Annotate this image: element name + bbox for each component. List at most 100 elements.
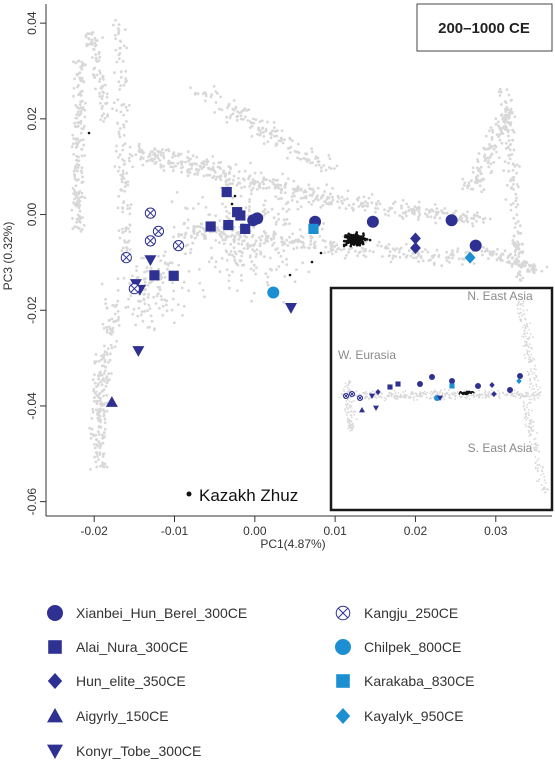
inset-background-point bbox=[535, 385, 538, 388]
inset-background-point bbox=[394, 397, 397, 400]
background-point bbox=[302, 156, 306, 160]
background-point bbox=[163, 261, 167, 264]
background-point bbox=[232, 174, 236, 178]
background-point bbox=[244, 115, 247, 119]
legend-marker bbox=[47, 605, 63, 621]
background-point bbox=[223, 175, 227, 178]
inset-background-point bbox=[532, 395, 534, 397]
background-point bbox=[433, 253, 436, 257]
legend-label: Xianbei_Hun_Berel_300CE bbox=[76, 605, 248, 621]
background-point bbox=[76, 213, 80, 217]
inset-background-point bbox=[429, 392, 431, 395]
background-point bbox=[388, 250, 392, 254]
background-point bbox=[509, 252, 512, 256]
kazakh-zhuz-point bbox=[349, 233, 353, 237]
background-point bbox=[494, 122, 498, 126]
background-point bbox=[269, 136, 273, 140]
background-point bbox=[115, 60, 119, 64]
background-point bbox=[123, 189, 126, 193]
background-point bbox=[197, 168, 201, 172]
background-point bbox=[283, 138, 286, 142]
inset-background-point bbox=[402, 391, 405, 393]
background-point bbox=[245, 235, 249, 239]
background-point bbox=[121, 59, 125, 63]
background-point bbox=[145, 269, 149, 273]
background-point bbox=[276, 129, 279, 133]
background-point bbox=[216, 92, 219, 95]
background-point bbox=[77, 155, 80, 159]
inset-background-point bbox=[531, 388, 534, 391]
background-point bbox=[418, 213, 422, 216]
background-point bbox=[259, 252, 263, 256]
background-point bbox=[309, 243, 312, 246]
legend: Xianbei_Hun_Berel_300CE Alai_Nura_300CE Hu… bbox=[0, 598, 555, 761]
background-point bbox=[141, 151, 145, 155]
background-point bbox=[83, 108, 87, 112]
background-point bbox=[466, 250, 470, 254]
background-point bbox=[201, 226, 205, 230]
data-point bbox=[445, 214, 458, 227]
inset-background-point bbox=[378, 395, 380, 398]
inset-background-point bbox=[348, 422, 351, 425]
background-point bbox=[93, 455, 96, 459]
background-point bbox=[132, 307, 136, 311]
background-point bbox=[121, 172, 125, 176]
background-point bbox=[90, 427, 94, 431]
background-point bbox=[279, 191, 283, 195]
background-point bbox=[127, 103, 131, 107]
inset-background-point bbox=[468, 398, 471, 401]
inset-background-point bbox=[528, 435, 531, 437]
inset-background-point bbox=[350, 409, 353, 412]
background-point bbox=[452, 254, 455, 257]
background-point bbox=[501, 117, 505, 121]
background-point bbox=[517, 264, 521, 268]
background-point bbox=[135, 269, 138, 272]
background-point bbox=[98, 92, 101, 95]
kazakh-zhuz-point bbox=[345, 235, 349, 238]
background-point bbox=[491, 253, 495, 256]
inset-background-point bbox=[529, 421, 532, 424]
background-point bbox=[249, 161, 252, 165]
background-point bbox=[295, 150, 299, 154]
inset-background-point bbox=[528, 419, 531, 422]
background-point bbox=[233, 234, 237, 238]
background-point bbox=[451, 251, 454, 255]
background-point bbox=[93, 44, 97, 48]
background-point bbox=[431, 256, 435, 259]
background-point bbox=[512, 234, 516, 238]
background-point bbox=[405, 254, 409, 257]
background-point bbox=[381, 255, 384, 258]
background-point bbox=[488, 217, 492, 221]
background-point bbox=[316, 186, 320, 190]
legend-item: Aigyrly_150CE bbox=[42, 705, 169, 727]
background-point bbox=[70, 145, 74, 149]
background-point bbox=[169, 161, 173, 165]
inset-background-point bbox=[425, 393, 427, 396]
background-point bbox=[273, 186, 277, 190]
background-point bbox=[456, 250, 459, 253]
background-point bbox=[273, 129, 277, 133]
background-point bbox=[102, 410, 106, 414]
background-point bbox=[507, 170, 511, 173]
background-point bbox=[93, 361, 97, 365]
background-point bbox=[158, 288, 162, 292]
inset-background-point bbox=[349, 424, 352, 427]
background-point bbox=[172, 225, 176, 229]
inset-background-point bbox=[478, 396, 480, 399]
background-point bbox=[81, 175, 84, 179]
inset-background-point bbox=[527, 354, 530, 356]
data-point bbox=[267, 286, 280, 299]
inset-background-point bbox=[536, 447, 538, 449]
background-point bbox=[254, 239, 258, 243]
background-point bbox=[161, 151, 165, 155]
series-alai-nura-300ce bbox=[149, 186, 251, 281]
inset-sample-marker bbox=[489, 382, 495, 388]
inset-background-point bbox=[403, 396, 406, 399]
inset-background-point bbox=[538, 450, 540, 453]
inset-background-point bbox=[452, 393, 455, 396]
background-point bbox=[198, 164, 202, 168]
background-point bbox=[512, 130, 516, 134]
background-point bbox=[237, 238, 241, 241]
background-point bbox=[175, 191, 179, 194]
inset-background-point bbox=[347, 407, 349, 410]
